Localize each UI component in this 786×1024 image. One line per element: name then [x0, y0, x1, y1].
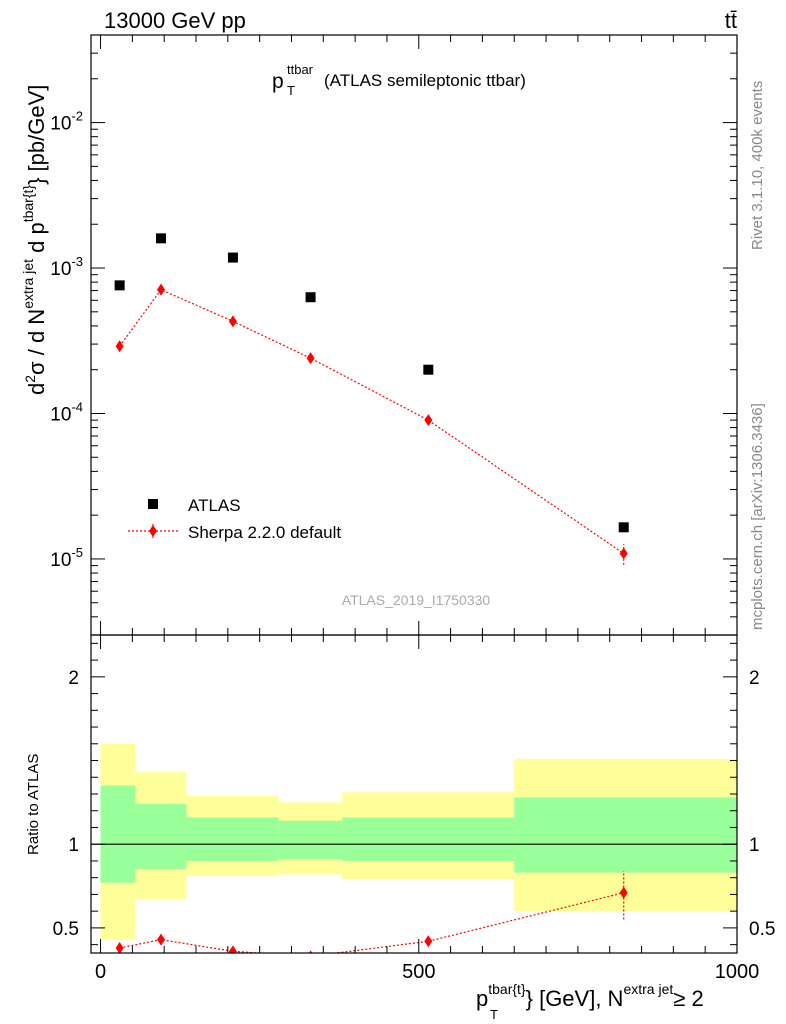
main-ytick-label: 10-5: [50, 545, 83, 571]
title-sup: ttbar: [287, 62, 314, 77]
ratio-xtick-label: 0: [95, 961, 106, 983]
ratio-band-inner: [514, 797, 737, 873]
ylabel-sup2: tbar{t}: [20, 185, 36, 223]
ratio-xtick-label: 1000: [715, 961, 760, 983]
ratio-panel: 0.5 0.5 1 1 2 2 0 500 1000 Ratio to ATLAS ptbar{…: [25, 634, 775, 1022]
ratio-band-inner: [278, 820, 343, 860]
sherpa-point: [157, 283, 166, 296]
xlabel-sup2: extra jet: [623, 981, 673, 997]
sherpa-point: [228, 315, 237, 328]
xlabel-rest: } [GeV], N: [526, 986, 624, 1011]
ratio-ytick-label-right: 0.5: [749, 919, 775, 940]
atlas-point: [156, 233, 167, 244]
main-panel: 10-5 10-4 10-3 10-2 p ttbar T (ATLAS semile…: [20, 34, 738, 636]
ratio-ytick-label-right: 1: [749, 835, 760, 856]
ratio-point: [157, 933, 166, 946]
ratio-band-inner: [342, 817, 515, 861]
sherpa-point: [619, 547, 628, 560]
ratio-point: [228, 945, 237, 953]
legend-sherpa-marker: [149, 525, 157, 537]
xlabel-tail: ≥ 2: [673, 986, 703, 1011]
atlas-point: [305, 292, 316, 303]
atlas-point: [618, 522, 629, 533]
ratio-band-inner: [100, 785, 136, 883]
main-frame: [90, 34, 738, 636]
ratio-band-inner: [186, 817, 279, 861]
svg-text:d2σ / d Nextra jet d ptbar{t: d2σ / d Nextra jet d ptbar{t}} [pb/GeV]: [20, 85, 49, 395]
rivet-label: Rivet 3.1.10, 400k events: [749, 81, 766, 250]
ylabel-sq: 2: [22, 375, 38, 383]
sherpa-point: [424, 414, 433, 427]
ylabel-sigma: σ / d N: [24, 309, 49, 375]
main-ylabel: d2σ / d Nextra jet d ptbar{t}} [pb/GeV]: [20, 85, 49, 395]
atlas-point: [423, 364, 434, 375]
title-sub: T: [287, 83, 295, 98]
ratio-point: [115, 941, 124, 953]
ratio-band-inner: [135, 804, 187, 870]
analysis-id: ATLAS_2019_I1750330: [342, 592, 491, 608]
ratio-ytick-label-left: 2: [68, 668, 79, 689]
ratio-points: [115, 870, 628, 953]
ratio-ytick-label-right: 2: [749, 668, 760, 689]
ylabel-d: d: [24, 383, 49, 395]
xlabel-p: p: [476, 986, 488, 1011]
ylabel-unit: } [pb/GeV]: [24, 85, 49, 185]
xlabel-sup: tbar{t}: [488, 981, 526, 997]
title-rest: (ATLAS semileptonic ttbar): [324, 71, 526, 90]
svg-text:ptbar{t}} [GeV], Nextra jet≥ 2: ptbar{t}} [GeV], Nextra jet≥ 2: [476, 981, 704, 1011]
main-ytick-label: 10-3: [50, 254, 83, 280]
main-ytick-label: 10-4: [50, 399, 83, 425]
ratio-ylabel: Ratio to ATLAS: [25, 754, 42, 855]
ratio-bands: [91, 743, 737, 940]
ylabel-sup1: extra jet: [20, 259, 36, 309]
plot-title: p ttbar T (ATLAS semileptonic ttbar): [272, 62, 526, 98]
legend-atlas-marker: [148, 499, 158, 509]
ylabel-dp: d p: [24, 222, 49, 259]
title-p: p: [272, 70, 284, 93]
atlas-point: [114, 280, 125, 291]
energy-label: 13000 GeV pp: [104, 8, 246, 33]
process-label: tt̄: [725, 8, 737, 33]
ratio-xtick-label: 500: [402, 961, 435, 983]
ratio-series: [115, 870, 628, 953]
main-axes: 10-5 10-4 10-3 10-2: [50, 34, 738, 636]
ratio-ytick-label-left: 1: [68, 835, 79, 856]
atlas-point: [227, 252, 238, 263]
ratio-point: [308, 950, 313, 953]
ratio-point: [619, 886, 628, 899]
ratio-xlabel: ptbar{t}} [GeV], Nextra jet≥ 2 T: [476, 981, 704, 1022]
xlabel-sub: T: [490, 1007, 498, 1022]
sherpa-point: [115, 340, 124, 353]
legend-sherpa-label: Sherpa 2.2.0 default: [188, 523, 341, 542]
legend-atlas-label: ATLAS: [188, 496, 241, 515]
ratio-line: [119, 892, 624, 953]
legend: ATLAS Sherpa 2.2.0 default: [128, 496, 341, 542]
main-plot-contents: [114, 233, 629, 565]
ratio-point: [424, 935, 433, 948]
ratio-ytick-label-left: 0.5: [53, 919, 79, 940]
main-ytick-label: 10-2: [50, 109, 83, 135]
mcplots-label: mcplots.cern.ch [arXiv:1306.3436]: [749, 403, 766, 630]
sherpa-point: [306, 352, 315, 365]
ratio-axes: 0.5 0.5 1 1 2 2 0 500 1000: [53, 635, 775, 983]
